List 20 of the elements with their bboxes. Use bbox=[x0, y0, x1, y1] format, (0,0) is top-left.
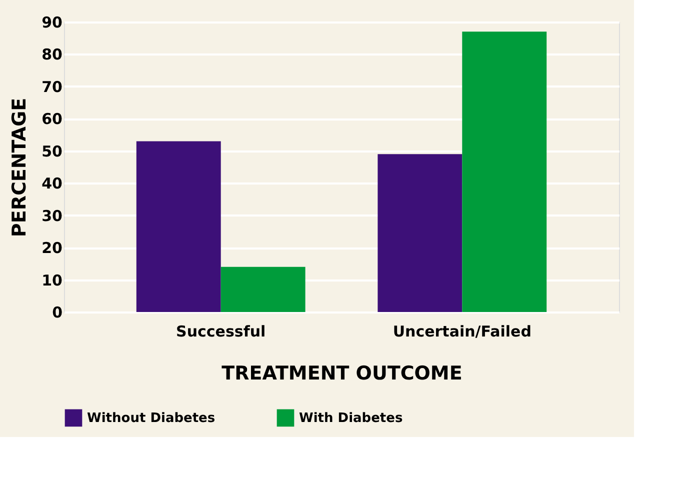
x-tick-label: Uncertain/Failed bbox=[392, 322, 532, 340]
y-tick-label: 60 bbox=[42, 110, 62, 128]
y-tick-label: 80 bbox=[42, 46, 62, 64]
bar bbox=[378, 154, 462, 312]
bar bbox=[462, 32, 547, 312]
bar bbox=[220, 266, 306, 312]
y-tick-label: 70 bbox=[42, 78, 62, 96]
legend-label: Without Diabetes bbox=[87, 410, 216, 426]
y-tick-label: 10 bbox=[42, 271, 62, 290]
y-axis-title: PERCENTAGE bbox=[8, 98, 31, 238]
x-axis-title: TREATMENT OUTCOME bbox=[222, 362, 462, 384]
y-tick-label: 0 bbox=[52, 304, 62, 322]
x-tick-label: Successful bbox=[176, 322, 266, 340]
y-tick-label: 40 bbox=[42, 174, 62, 193]
y-tick-label: 30 bbox=[42, 206, 62, 225]
y-tick-label: 50 bbox=[42, 142, 62, 160]
legend-label: With Diabetes bbox=[299, 410, 403, 426]
bar bbox=[136, 141, 221, 312]
y-tick-label: 90 bbox=[42, 14, 62, 32]
y-tick-label: 20 bbox=[42, 239, 62, 258]
